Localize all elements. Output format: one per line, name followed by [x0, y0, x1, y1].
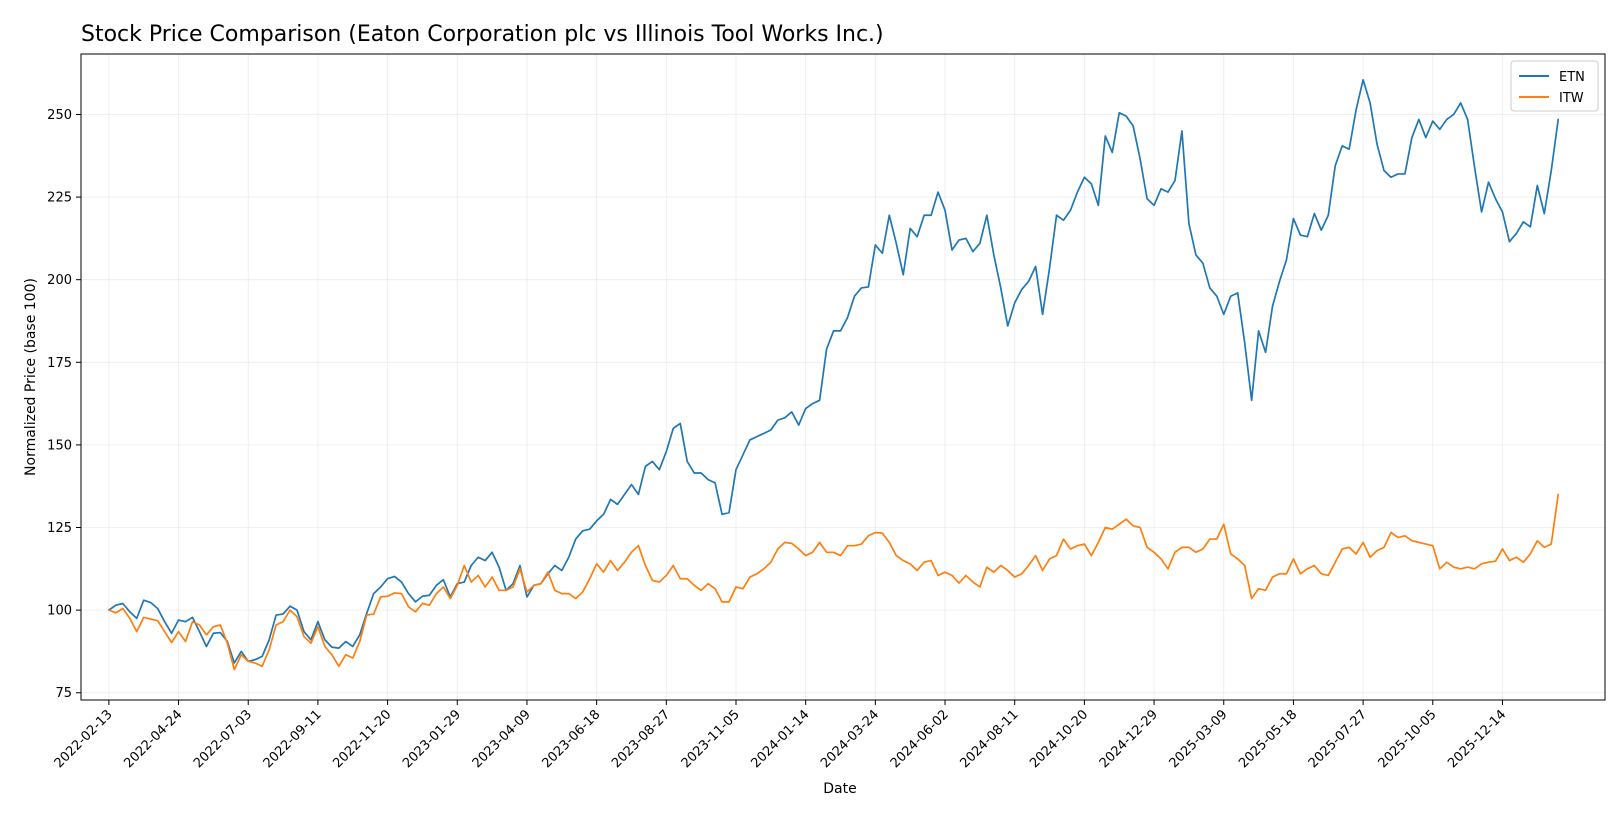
x-tick-label: 2025-12-14 [1445, 707, 1509, 771]
x-tick-label: 2024-10-20 [1027, 707, 1091, 771]
y-tick-label: 100 [47, 604, 72, 619]
legend: ETN ITW [1510, 60, 1599, 112]
x-tick-label: 2023-06-18 [539, 707, 603, 771]
x-tick-label: 2025-03-09 [1167, 707, 1231, 771]
y-tick-label: 75 [55, 686, 72, 701]
y-tick-label: 225 [47, 191, 72, 206]
x-tick-label: 2023-01-29 [400, 707, 464, 771]
y-tick-label: 250 [47, 108, 72, 123]
y-tick-label: 200 [47, 273, 72, 288]
y-tick-label: 175 [47, 356, 72, 371]
chart-title: Stock Price Comparison (Eaton Corporatio… [81, 22, 884, 47]
x-tick-label: 2022-11-20 [330, 707, 394, 771]
x-tick-label: 2023-11-05 [679, 707, 743, 771]
series-lines [108, 78, 1560, 671]
y-tick-label: 150 [47, 438, 72, 453]
x-tick-label: 2024-06-02 [888, 707, 952, 771]
x-tick-label: 2023-08-27 [609, 707, 673, 771]
x-tick-label: 2024-01-14 [748, 707, 812, 771]
x-tick-label: 2024-03-24 [818, 707, 882, 771]
x-tick-label: 2025-07-27 [1306, 707, 1370, 771]
x-tick-label: 2022-09-11 [261, 707, 325, 771]
x-axis-label: Date [823, 781, 856, 797]
x-tick-label: 2025-05-18 [1236, 707, 1300, 771]
x-tick-label: 2025-10-05 [1376, 707, 1440, 771]
legend-box [1510, 60, 1599, 112]
series-line-etn [108, 78, 1560, 664]
y-axis-ticks: 75 100 125 150 175 200 225 250 [47, 108, 81, 701]
grid [81, 54, 1605, 700]
x-tick-label: 2024-12-29 [1097, 707, 1161, 771]
x-tick-label: 2022-07-03 [191, 707, 255, 771]
x-tick-label: 2023-04-09 [470, 707, 534, 771]
x-axis-ticks: 2022-02-13 2022-04-24 2022-07-03 2022-09-11… [52, 700, 1509, 771]
x-tick-label: 2024-08-11 [958, 707, 1022, 771]
y-tick-label: 125 [47, 521, 72, 536]
x-tick-label: 2022-02-13 [52, 707, 116, 771]
legend-label-etn: ETN [1559, 70, 1585, 85]
y-axis-label: Normalized Price (base 100) [23, 278, 39, 476]
plot-area-frame [80, 53, 1606, 701]
x-tick-label: 2022-04-24 [121, 707, 185, 771]
legend-label-itw: ITW [1559, 91, 1584, 106]
series-line-itw [108, 493, 1560, 671]
